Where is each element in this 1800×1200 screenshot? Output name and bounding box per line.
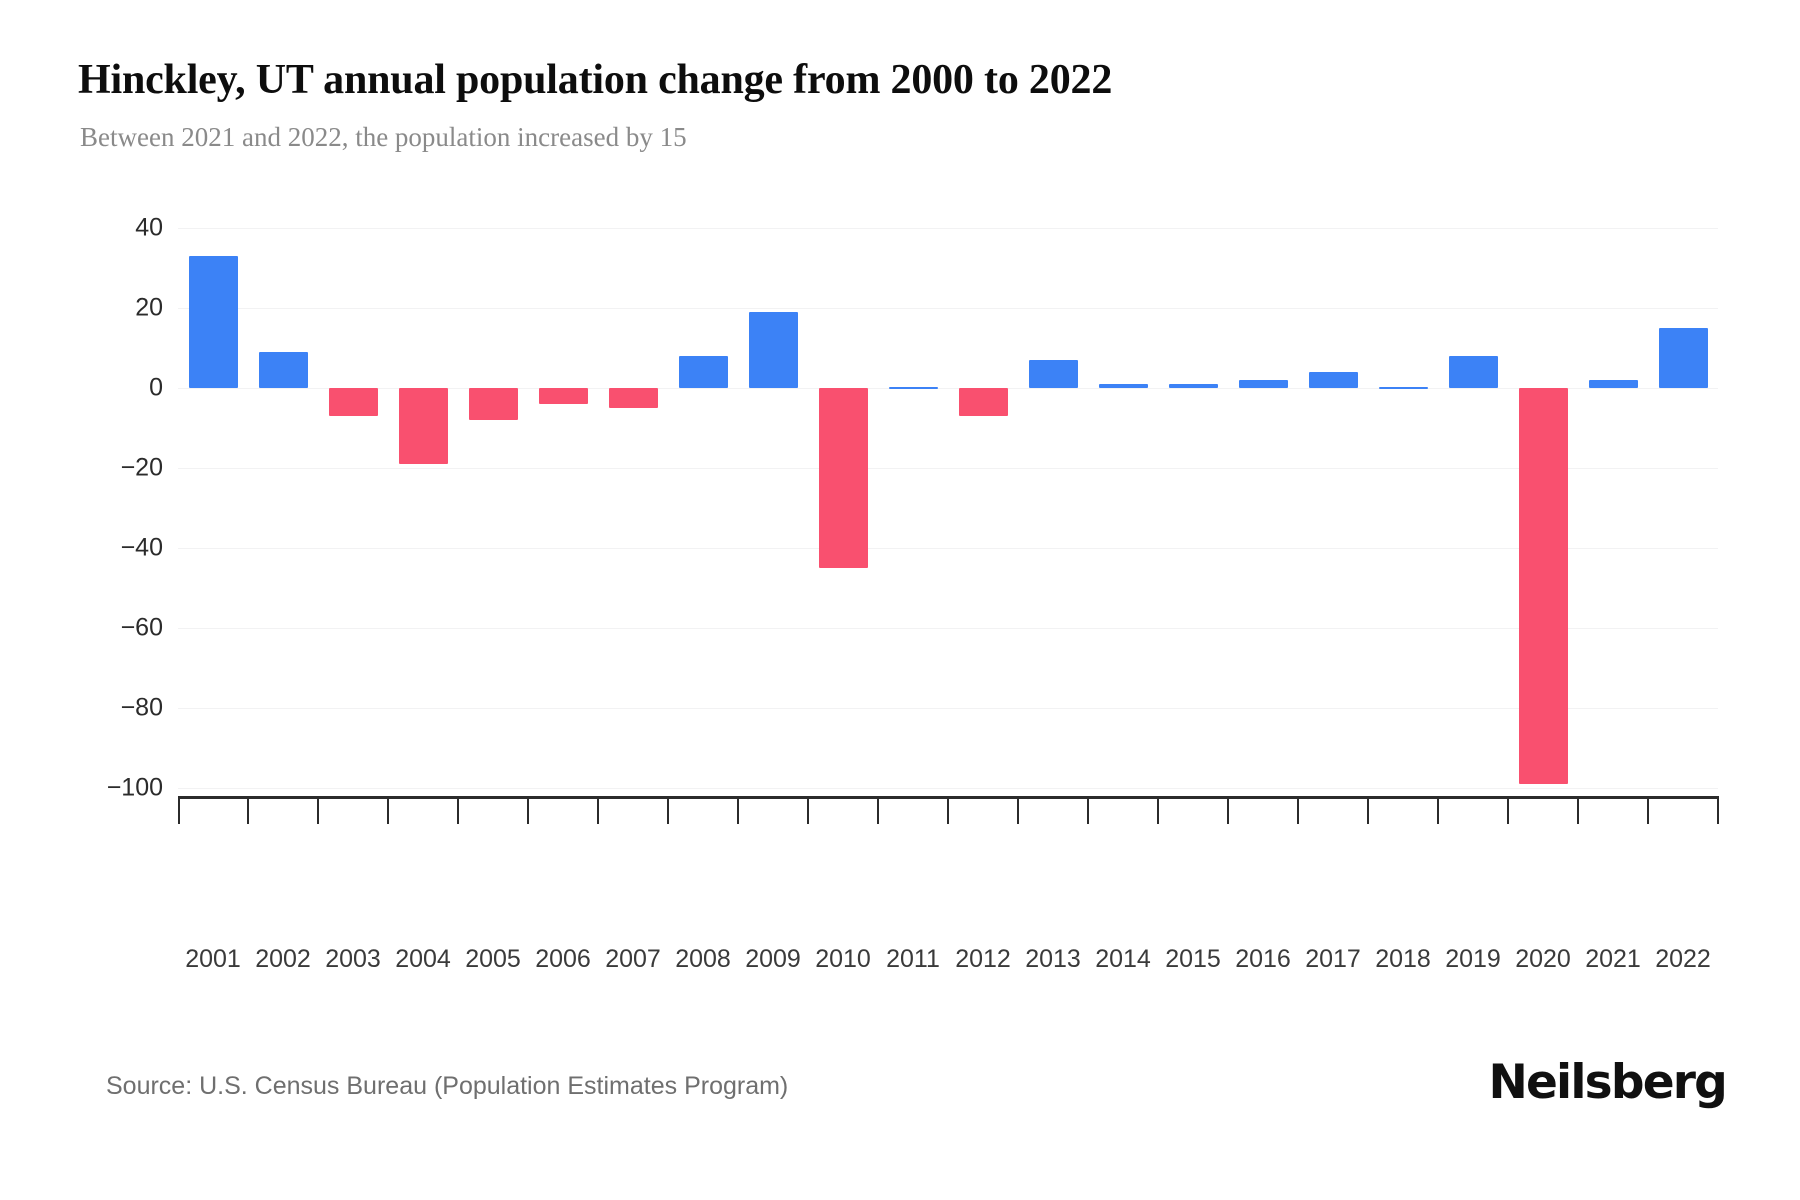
x-axis-tick: [387, 796, 389, 824]
x-axis-tick: [1577, 796, 1579, 824]
bar-2014[interactable]: [1098, 384, 1148, 388]
x-axis-tick-label: 2008: [675, 945, 731, 973]
x-axis-tick: [1017, 796, 1019, 824]
bar-2019[interactable]: [1448, 356, 1498, 388]
bar-2017[interactable]: [1308, 372, 1358, 388]
bar-2001[interactable]: [188, 256, 238, 388]
x-axis-tick: [737, 796, 739, 824]
brand-logo: Neilsberg: [1488, 1055, 1727, 1110]
x-axis-tick: [1087, 796, 1089, 824]
x-axis-tick: [457, 796, 459, 824]
x-axis-tick-label: 2016: [1235, 945, 1291, 973]
bar-2021[interactable]: [1588, 380, 1638, 388]
x-axis-tick: [877, 796, 879, 824]
bar-2013[interactable]: [1028, 360, 1078, 388]
x-axis-tick-label: 2020: [1515, 945, 1571, 973]
x-axis-tick-label: 2019: [1445, 945, 1501, 973]
y-axis-tick-label: −40: [120, 533, 163, 562]
x-axis-tick: [317, 796, 319, 824]
x-axis-tick: [597, 796, 599, 824]
bar-2016[interactable]: [1238, 380, 1288, 388]
x-axis-tick: [1157, 796, 1159, 824]
gridline: [178, 308, 1718, 309]
x-axis-tick-label: 2010: [815, 945, 871, 973]
x-axis-tick: [1227, 796, 1229, 824]
bar-2015[interactable]: [1168, 384, 1218, 388]
x-axis-tick-label: 2013: [1025, 945, 1081, 973]
bar-2004[interactable]: [398, 388, 448, 464]
x-axis-tick-label: 2003: [325, 945, 381, 973]
x-axis-tick: [247, 796, 249, 824]
x-axis-tick: [1647, 796, 1649, 824]
plot-area: [178, 228, 1718, 789]
x-axis-tick-label: 2014: [1095, 945, 1151, 973]
x-axis-tick: [1717, 796, 1719, 824]
bar-2005[interactable]: [468, 388, 518, 420]
x-axis-tick-label: 2006: [535, 945, 591, 973]
y-axis-tick-label: 20: [135, 293, 163, 322]
y-axis-tick-label: −60: [120, 613, 163, 642]
source-note: Source: U.S. Census Bureau (Population E…: [106, 1072, 789, 1100]
x-axis-tick-label: 2005: [465, 945, 521, 973]
x-axis-labels: 2001 2002 2003 2004 2005 2006 2007 2008 2009 2010…: [178, 945, 1718, 985]
gridline: [178, 708, 1718, 709]
gridline: [178, 228, 1718, 229]
gridline: [178, 628, 1718, 629]
page-title: Hinckley, UT annual population change fr…: [78, 57, 1113, 103]
y-axis-tick-label: 40: [135, 213, 163, 242]
y-axis-tick-label: −80: [120, 693, 163, 722]
bar-2008[interactable]: [678, 356, 728, 388]
bar-2007[interactable]: [608, 388, 658, 408]
bar-2002[interactable]: [258, 352, 308, 388]
gridline: [178, 548, 1718, 549]
gridline: [178, 788, 1718, 789]
y-axis-tick-label: 0: [149, 373, 163, 402]
x-axis-tick-label: 2022: [1655, 945, 1711, 973]
bar-series: [178, 228, 1718, 788]
x-axis-tick: [527, 796, 529, 824]
x-axis-tick: [178, 796, 180, 824]
gridline: [178, 468, 1718, 469]
x-axis-tick-label: 2018: [1375, 945, 1431, 973]
x-axis-tick-label: 2009: [745, 945, 801, 973]
x-axis-tick-label: 2001: [185, 945, 241, 973]
x-axis-tick: [667, 796, 669, 824]
x-axis-tick: [1437, 796, 1439, 824]
bar-2020[interactable]: [1518, 388, 1568, 784]
bar-2011[interactable]: [888, 387, 938, 389]
x-axis-tick-label: 2004: [395, 945, 451, 973]
bar-2009[interactable]: [748, 312, 798, 388]
x-axis-ticks: [178, 796, 1719, 826]
x-axis-tick-label: 2021: [1585, 945, 1641, 973]
x-axis-tick: [807, 796, 809, 824]
bar-2018[interactable]: [1378, 387, 1428, 389]
bar-2010[interactable]: [818, 388, 868, 568]
x-axis-tick: [947, 796, 949, 824]
x-axis-tick-label: 2015: [1165, 945, 1221, 973]
y-axis-tick-label: −20: [120, 453, 163, 482]
page-subtitle: Between 2021 and 2022, the population in…: [80, 122, 687, 152]
x-axis-tick: [1507, 796, 1509, 824]
y-axis-tick-label: −100: [106, 773, 163, 802]
bar-2012[interactable]: [958, 388, 1008, 416]
bar-2006[interactable]: [538, 388, 588, 404]
x-axis-tick-label: 2017: [1305, 945, 1361, 973]
x-axis-tick: [1297, 796, 1299, 824]
x-axis-tick-label: 2012: [955, 945, 1011, 973]
bar-2003[interactable]: [328, 388, 378, 416]
y-axis-labels: 40 20 0 −20 −40 −60 −80 −100: [78, 214, 164, 802]
x-axis-tick: [1367, 796, 1369, 824]
gridline: [178, 388, 1718, 389]
x-axis-tick-label: 2002: [255, 945, 311, 973]
x-axis-tick-label: 2007: [605, 945, 661, 973]
x-axis-tick-label: 2011: [886, 945, 940, 973]
bar-2022[interactable]: [1658, 328, 1708, 388]
